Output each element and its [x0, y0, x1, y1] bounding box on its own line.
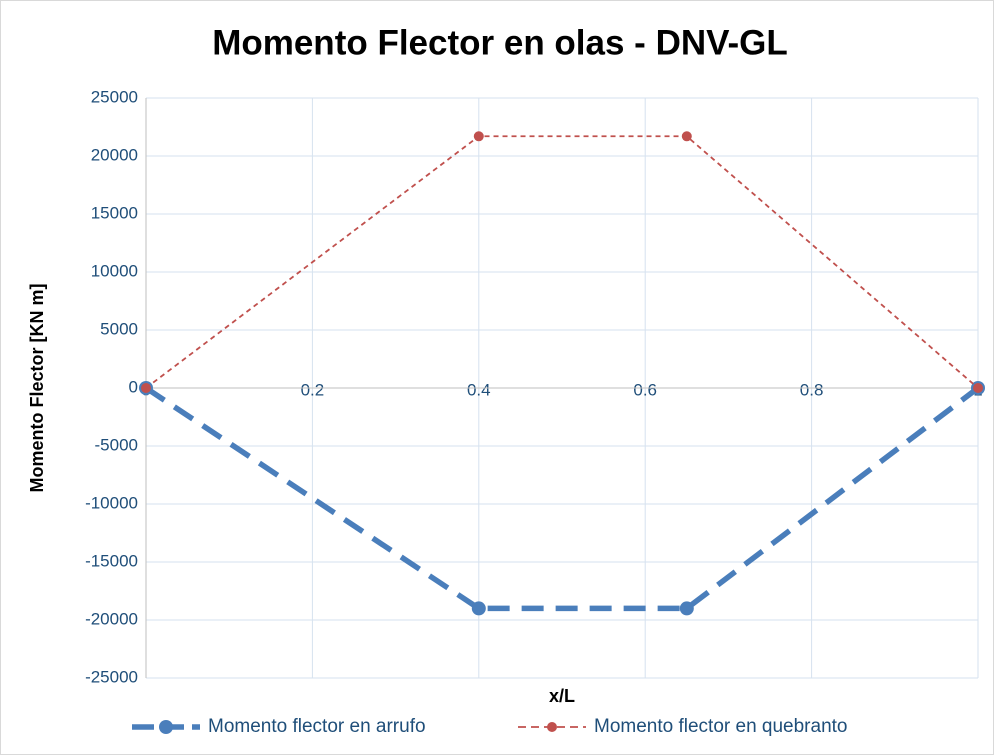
marker — [973, 383, 983, 393]
x-tick-label: 0.8 — [800, 380, 824, 399]
y-tick-label: 0 — [129, 377, 138, 396]
x-tick-label: 0.4 — [467, 380, 491, 399]
x-tick-label: 0.6 — [633, 380, 657, 399]
legend-label: Momento flector en arrufo — [208, 716, 426, 737]
y-tick-label: -25000 — [85, 667, 138, 686]
x-axis-title: x/L — [549, 686, 575, 706]
legend-marker — [547, 722, 557, 732]
y-tick-label: -10000 — [85, 493, 138, 512]
legend-marker — [159, 720, 173, 734]
y-axis-title: Momento Flector [KN m] — [27, 284, 47, 493]
y-tick-label: -5000 — [95, 435, 138, 454]
y-tick-label: -20000 — [85, 609, 138, 628]
y-tick-label: 10000 — [91, 261, 138, 280]
marker — [679, 601, 694, 616]
y-tick-label: 20000 — [91, 145, 138, 164]
series-line — [144, 385, 980, 612]
marker — [141, 383, 151, 393]
legend-label: Momento flector en quebranto — [594, 716, 848, 737]
y-tick-label: -15000 — [85, 551, 138, 570]
y-tick-label: 25000 — [91, 87, 138, 106]
series-line — [145, 135, 979, 389]
marker — [681, 131, 692, 142]
x-tick-label: 0.2 — [301, 380, 325, 399]
marker — [471, 601, 486, 616]
chart-title: Momento Flector en olas - DNV-GL — [212, 23, 788, 62]
y-tick-label: 15000 — [91, 203, 138, 222]
marker — [473, 131, 484, 142]
y-tick-label: 5000 — [100, 319, 138, 338]
